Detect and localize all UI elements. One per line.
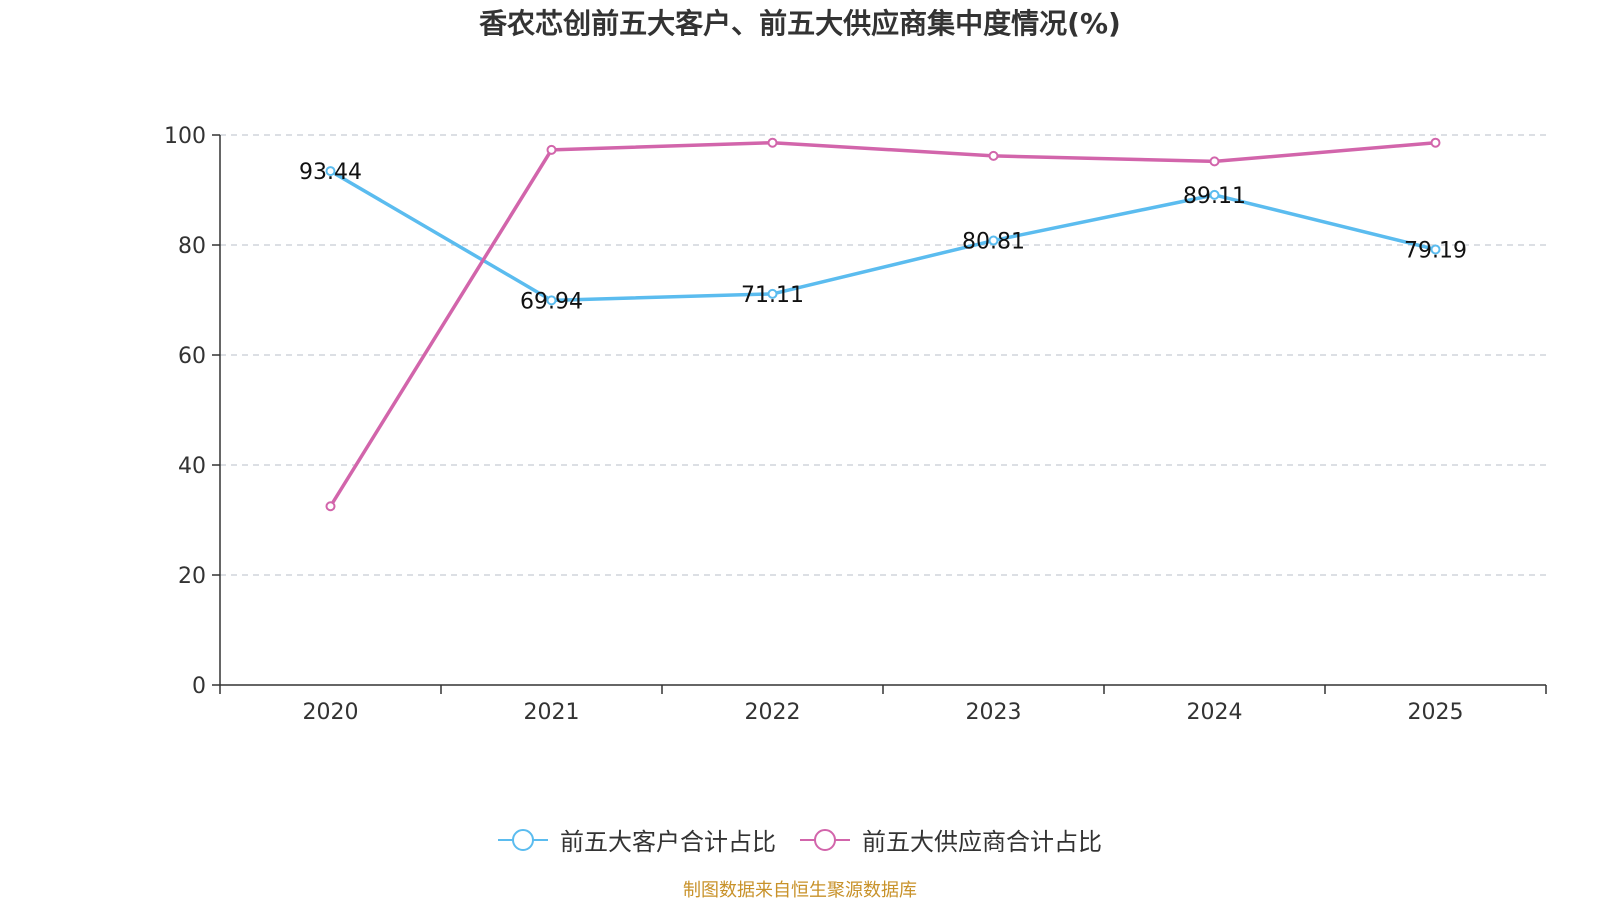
data-point xyxy=(988,150,999,161)
legend-item-customers[interactable]: 前五大客户合计占比 xyxy=(498,822,776,857)
legend-item-suppliers[interactable]: 前五大供应商合计占比 xyxy=(800,822,1102,857)
y-tick-label: 60 xyxy=(178,344,206,369)
data-labels: 93.44 69.94 71.11 80.81 89.11 79.19 xyxy=(299,160,1467,314)
x-tick-label: 2021 xyxy=(524,700,580,725)
data-point xyxy=(1430,244,1441,255)
data-point xyxy=(1209,156,1220,167)
y-tick-label: 40 xyxy=(178,454,206,479)
data-point xyxy=(1209,189,1220,200)
chart-title: 香农芯创前五大客户、前五大供应商集中度情况(%) xyxy=(479,7,1121,40)
data-point xyxy=(325,166,336,177)
data-label: 79.19 xyxy=(1404,238,1467,263)
grid-lines xyxy=(220,134,1546,576)
data-label: 69.94 xyxy=(520,289,583,314)
legend-line-circle-icon xyxy=(800,828,850,851)
series-line-1 xyxy=(329,140,1436,508)
y-tick-label: 0 xyxy=(192,674,206,699)
data-label: 89.11 xyxy=(1183,184,1246,209)
legend-label-suppliers: 前五大供应商合计占比 xyxy=(862,828,1102,856)
series xyxy=(325,137,1441,512)
y-tick-label: 20 xyxy=(178,564,206,589)
data-label: 80.81 xyxy=(962,230,1025,255)
x-tick-label: 2025 xyxy=(1408,700,1464,725)
data-point xyxy=(988,235,999,246)
y-tick-label: 80 xyxy=(178,234,206,259)
x-tick-label: 2022 xyxy=(745,700,801,725)
data-point xyxy=(767,288,778,299)
data-label: 93.44 xyxy=(299,160,362,185)
legend-line-circle-icon xyxy=(498,828,548,851)
legend-label-customers: 前五大客户合计占比 xyxy=(560,828,776,856)
data-point xyxy=(767,137,778,148)
x-tick-label: 2020 xyxy=(303,700,359,725)
data-point xyxy=(1430,137,1441,148)
data-label: 71.11 xyxy=(741,283,804,308)
x-tick-label: 2024 xyxy=(1187,700,1243,725)
data-point xyxy=(546,295,557,306)
x-tick-label: 2023 xyxy=(966,700,1022,725)
axes: 0 20 40 60 80 100 2020 2021 2022 2023 2024 2025 xyxy=(164,124,1547,725)
data-point xyxy=(546,144,557,155)
data-point xyxy=(325,501,336,512)
source-note: 制图数据来自恒生聚源数据库 xyxy=(683,880,917,901)
y-tick-label: 100 xyxy=(164,124,206,149)
series-line-0 xyxy=(329,169,1436,303)
legend: 前五大客户合计占比 前五大供应商合计占比 xyxy=(0,822,1600,857)
